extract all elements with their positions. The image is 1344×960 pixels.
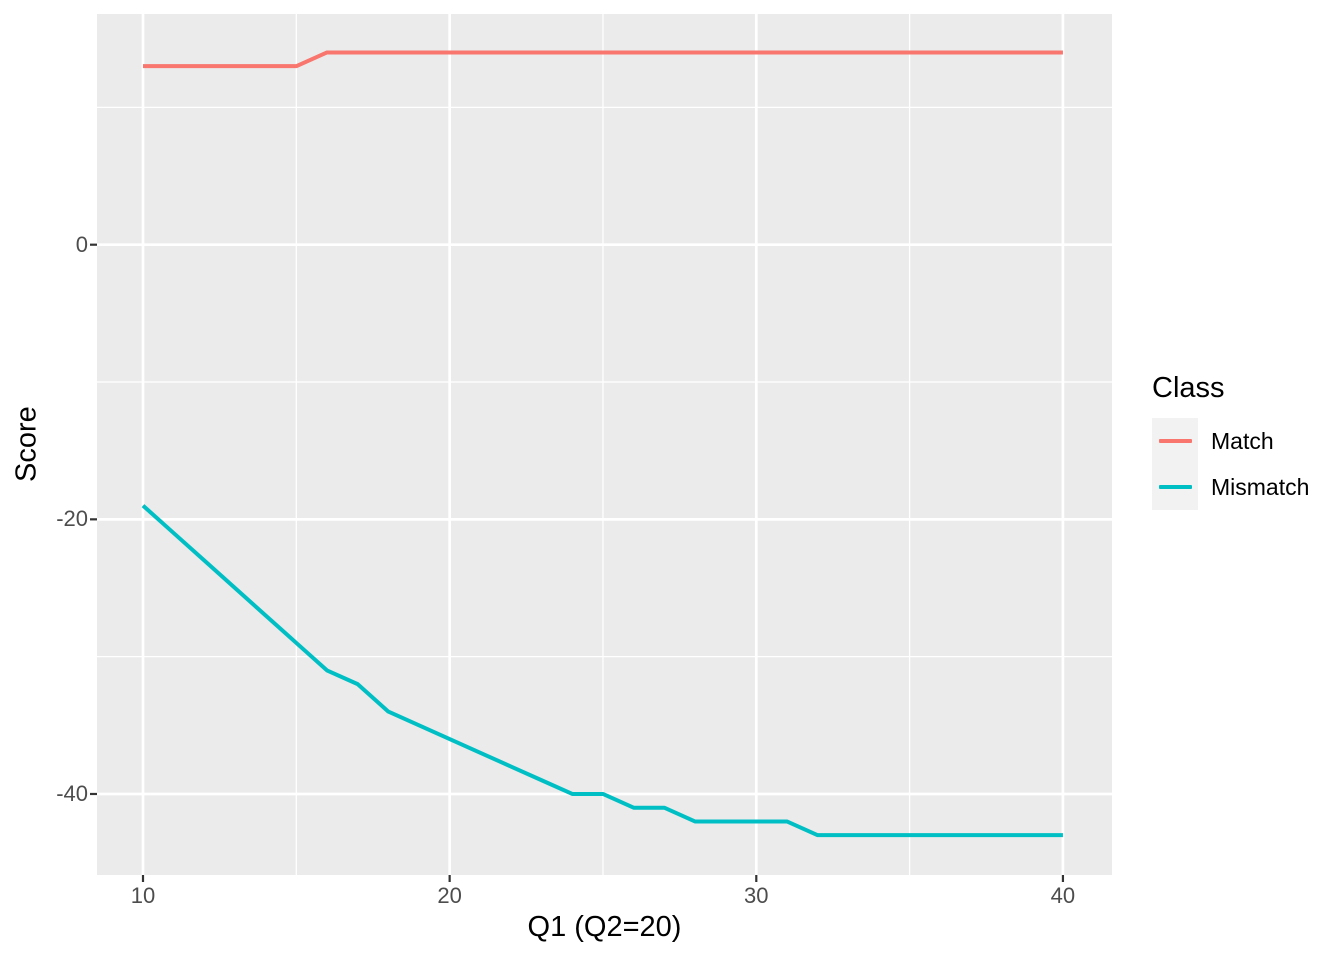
legend-entry-label: Match xyxy=(1211,427,1274,454)
legend-entry: Mismatch xyxy=(1152,464,1309,510)
legend-key-line-icon xyxy=(1158,485,1192,489)
y-axis-title: Score xyxy=(10,406,43,483)
panel-background xyxy=(97,14,1112,875)
legend-key-line-icon xyxy=(1158,439,1192,443)
legend-entries: Match Mismatch xyxy=(1152,418,1309,510)
y-tick-label: -20 xyxy=(56,506,88,532)
x-tick-label: 20 xyxy=(437,883,462,908)
y-tick-label: 0 xyxy=(75,231,88,257)
legend-entry: Match xyxy=(1152,418,1309,464)
legend-key-swatch xyxy=(1152,418,1198,464)
y-tick-label: -40 xyxy=(56,780,88,806)
x-tick-label: 40 xyxy=(1050,883,1076,908)
x-tick-label: 30 xyxy=(744,883,769,908)
legend-entry-label: Mismatch xyxy=(1211,473,1310,500)
legend-key-swatch xyxy=(1152,464,1198,510)
x-axis-title: Q1 (Q2=20) xyxy=(527,911,682,943)
series-line-match xyxy=(142,50,1063,69)
series-line-mismatch xyxy=(141,504,1063,838)
legend-title: Class xyxy=(1152,372,1225,404)
legend: Class Match Mismatch xyxy=(1152,372,1309,510)
x-tick-label: 10 xyxy=(130,883,156,908)
